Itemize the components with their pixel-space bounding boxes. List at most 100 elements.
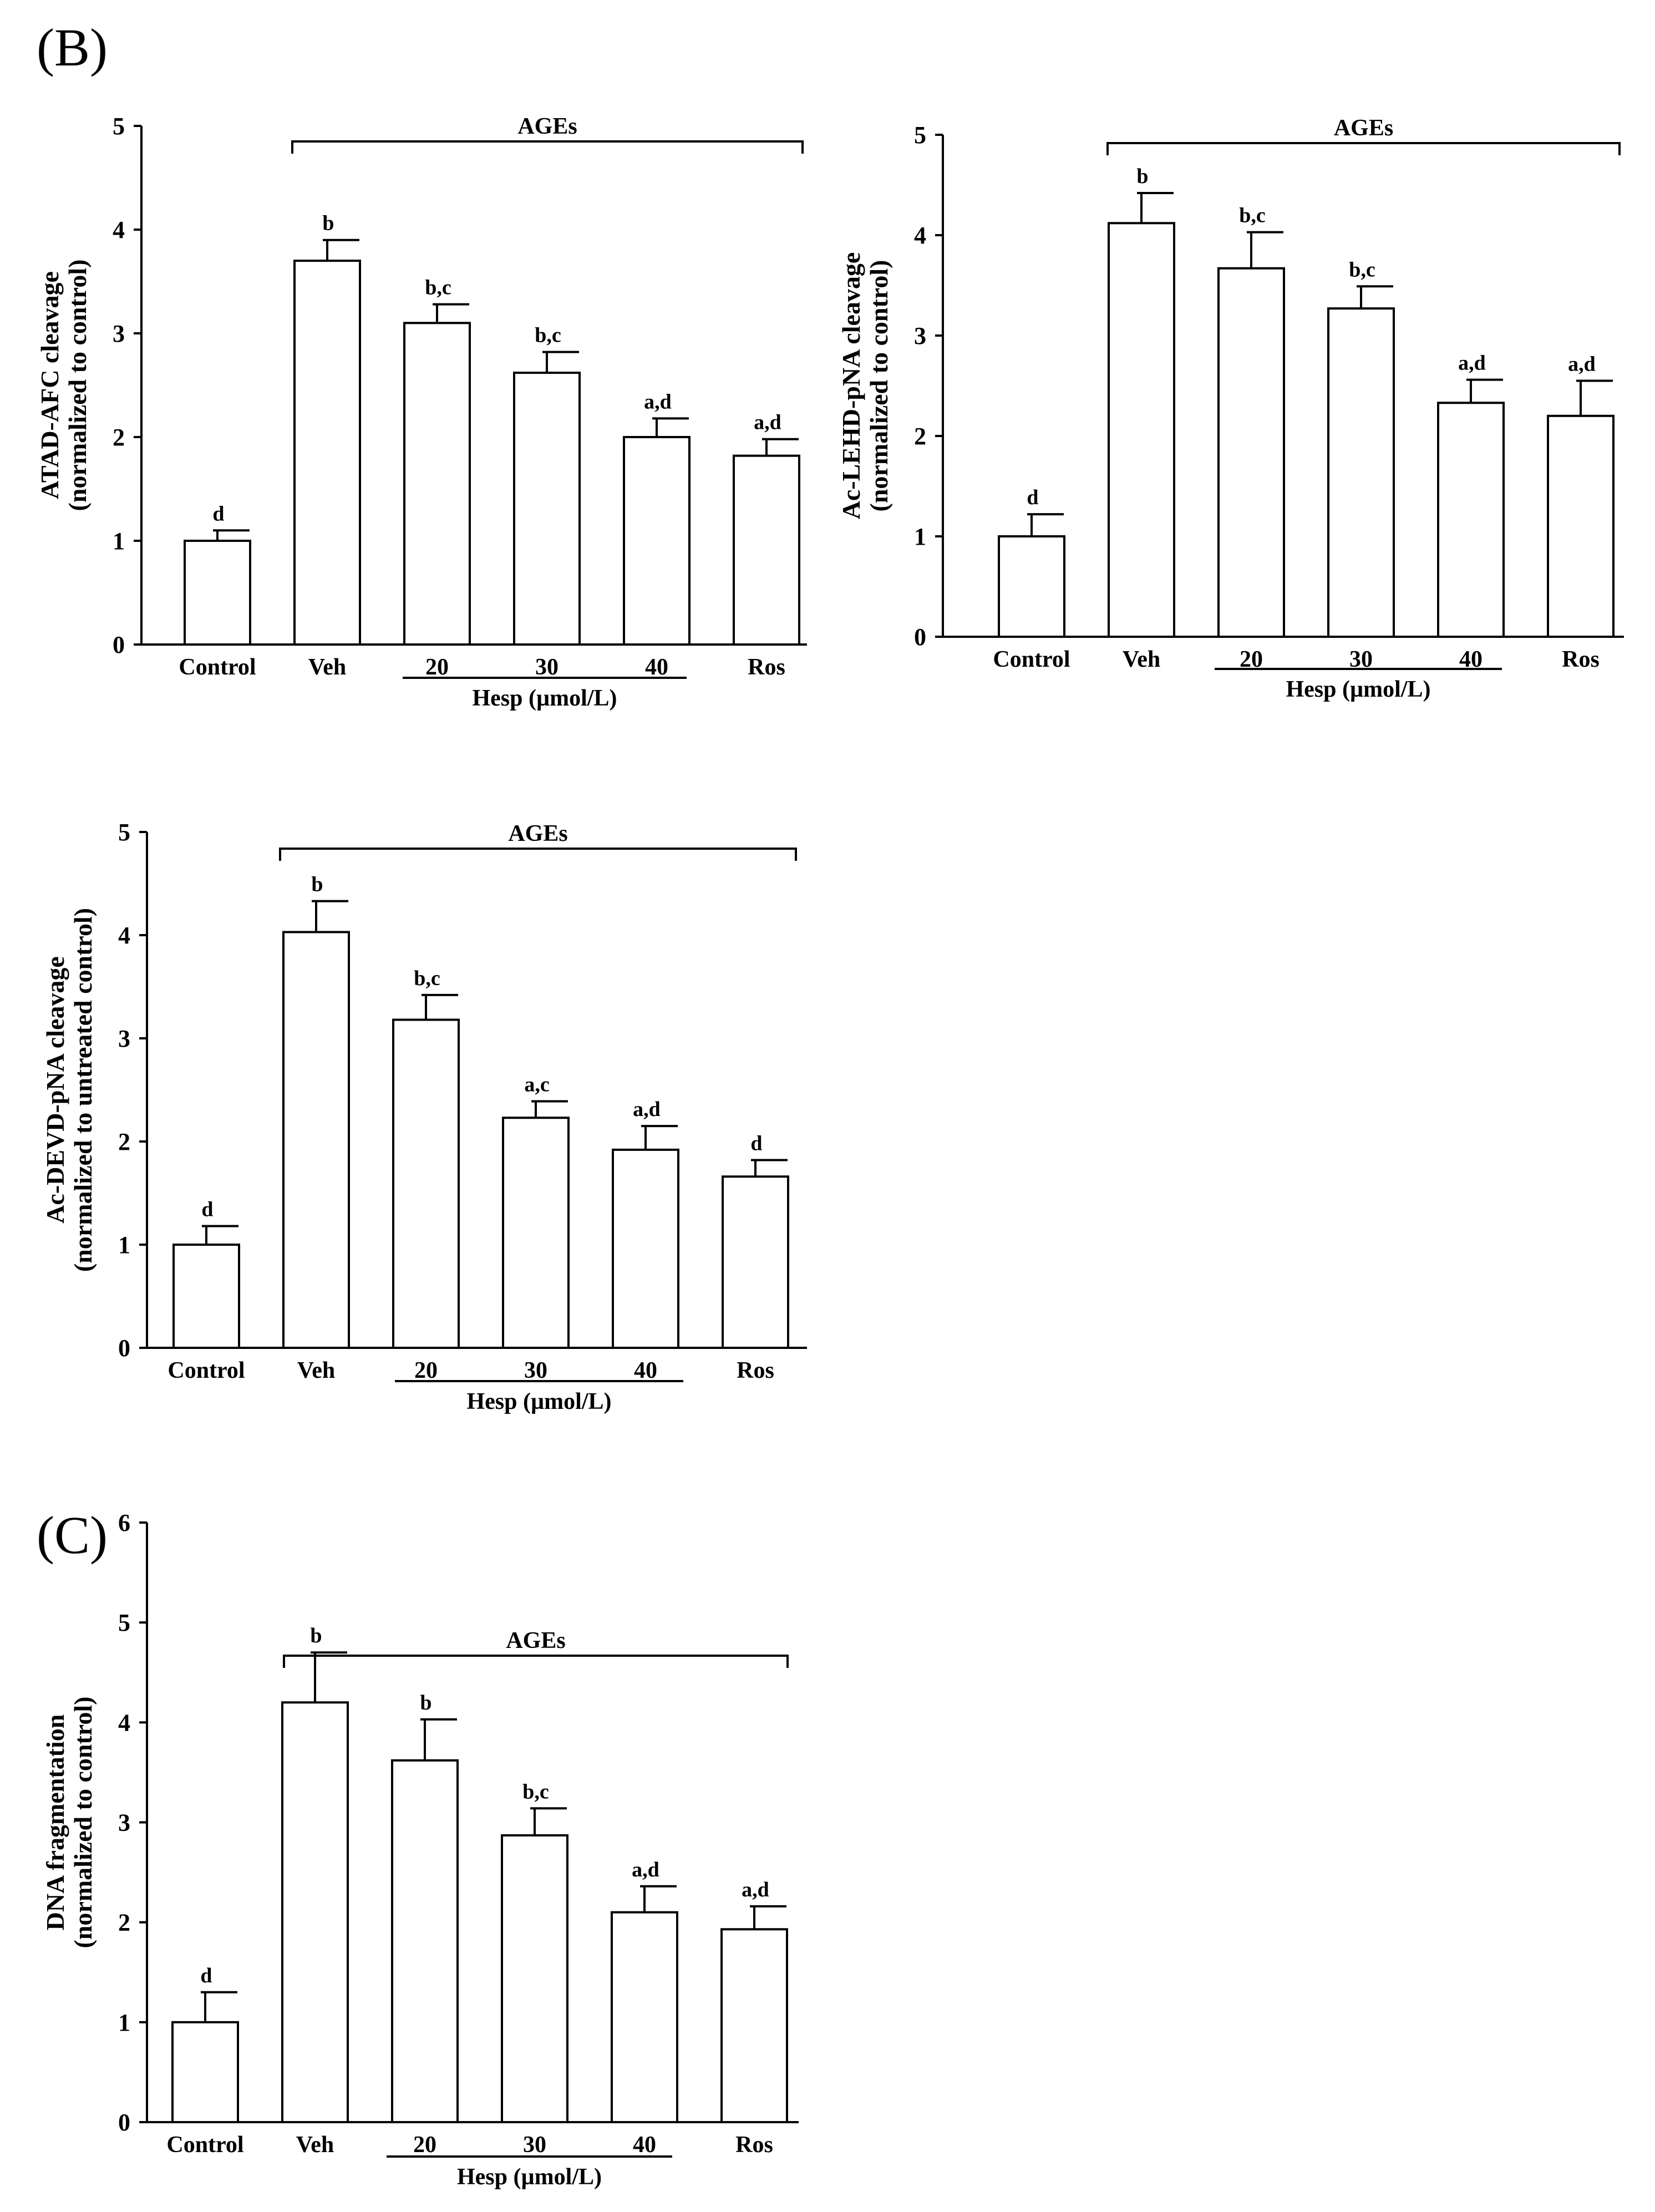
bar-veh — [293, 260, 361, 646]
hesp-label: Hesp (µmol/L) — [466, 1389, 611, 1414]
y-axis-subtitle: (normalized to untreated control) — [69, 908, 97, 1272]
bar-control — [171, 2021, 239, 2123]
bar-control — [184, 540, 251, 646]
y-tick-label: 3 — [118, 1809, 130, 1836]
category-label: Control — [167, 1358, 245, 1383]
y-tick-label: 5 — [118, 819, 130, 846]
significance-label: d — [1027, 486, 1038, 509]
bar-40 — [1437, 402, 1505, 638]
bar-veh — [282, 931, 350, 1349]
ages-bracket — [283, 1655, 789, 1668]
category-label: 20 — [425, 655, 449, 680]
y-tick-label: 5 — [113, 113, 125, 140]
bar-30 — [501, 1834, 568, 2123]
y-tick-label: 3 — [113, 320, 125, 347]
y-axis-subtitle: (normalized to control) — [63, 260, 92, 511]
y-tick-label: 3 — [914, 322, 926, 349]
category-label: Ros — [735, 2132, 773, 2158]
chart-ac-devd: 0 1 2 3 4 5 Ac-DEVD-pNA cleavage (normalized to… — [41, 819, 807, 1414]
bar-veh — [1108, 222, 1175, 638]
significance-label: b — [311, 873, 323, 896]
y-tick-label: 2 — [118, 1909, 130, 1936]
chart-atad-afc: 0 1 2 3 4 5 ATAD-AFC cleavage (normalized to co… — [35, 113, 807, 711]
significance-label: b,c — [1349, 258, 1375, 281]
significance-label: a,d — [644, 390, 672, 413]
bar-40 — [623, 436, 691, 646]
y-tick-label: 4 — [113, 216, 125, 243]
bar-30 — [513, 372, 581, 646]
bar-30 — [502, 1117, 570, 1349]
significance-label: d — [200, 1964, 212, 1987]
category-label: 40 — [633, 2132, 656, 2158]
hesp-label: Hesp (µmol/L) — [457, 2164, 602, 2190]
significance-label: d — [750, 1132, 762, 1155]
ages-bracket — [279, 848, 797, 861]
bar-20 — [403, 322, 471, 646]
ages-label: AGEs — [1334, 115, 1393, 141]
bar-control — [172, 1244, 240, 1349]
y-tick-label: 0 — [118, 2109, 130, 2136]
significance-label: a,d — [632, 1858, 659, 1881]
chart-dna-fragmentation: 0 1 2 3 4 5 6 DNA fragmentation (normalized to c… — [41, 1509, 799, 2190]
bar-20 — [391, 1759, 459, 2123]
y-tick-label: 2 — [118, 1128, 130, 1155]
significance-label: b — [420, 1691, 431, 1714]
significance-label: d — [201, 1198, 213, 1221]
bar-ros — [1547, 414, 1615, 638]
significance-label: b,c — [414, 967, 440, 990]
ages-bracket — [1106, 142, 1621, 155]
significance-label: b,c — [535, 324, 561, 347]
significance-label: d — [212, 502, 224, 525]
y-tick-label: 3 — [118, 1025, 130, 1052]
significance-label: b,c — [1239, 204, 1266, 227]
category-label: 20 — [414, 1358, 438, 1383]
category-label: Ros — [1562, 647, 1600, 672]
significance-label: b — [1136, 165, 1148, 188]
category-label: 20 — [413, 2132, 436, 2158]
y-tick-label: 6 — [118, 1509, 130, 1536]
bar-30 — [1327, 307, 1395, 638]
ages-label: AGEs — [517, 114, 577, 139]
bar-40 — [611, 1911, 678, 2123]
y-tick-label: 2 — [914, 423, 926, 450]
significance-label: a,d — [754, 411, 781, 434]
y-tick-label: 0 — [118, 1335, 130, 1362]
significance-label: a,d — [1568, 352, 1596, 376]
y-axis-subtitle: (normalized to control) — [69, 1697, 97, 1949]
hesp-label: Hesp (µmol/L) — [472, 686, 617, 711]
category-label: 30 — [523, 2132, 546, 2158]
category-label: 30 — [524, 1358, 547, 1383]
bar-control — [998, 535, 1065, 638]
y-tick-label: 1 — [118, 1231, 130, 1259]
y-tick-label: 1 — [113, 527, 125, 555]
y-tick-label: 0 — [914, 623, 926, 651]
y-axis-title: Ac-DEVD-pNA cleavage — [41, 956, 69, 1224]
panel-label-c: (C) — [37, 1505, 108, 1565]
category-label: Veh — [296, 2132, 334, 2158]
y-tick-label: 4 — [118, 922, 130, 949]
bar-20 — [392, 1018, 460, 1349]
significance-label: a,d — [633, 1098, 661, 1121]
y-tick-label: 1 — [118, 2009, 130, 2036]
hesp-label: Hesp (µmol/L) — [1286, 677, 1430, 702]
significance-label: a,d — [742, 1878, 769, 1901]
category-label: 40 — [645, 655, 668, 680]
panel-label-b: (B) — [37, 18, 108, 77]
bar-veh — [281, 1701, 349, 2124]
chart-ac-lehd: 0 1 2 3 4 5 Ac-LEHD-pNA cleavage (normalized to… — [837, 115, 1624, 702]
significance-label: b,c — [425, 276, 451, 300]
significance-label: a,c — [524, 1073, 549, 1096]
y-tick-label: 4 — [914, 222, 926, 249]
y-tick-label: 5 — [914, 121, 926, 149]
y-axis-title: DNA fragmentation — [41, 1714, 69, 1931]
category-label: Veh — [297, 1358, 335, 1383]
y-tick-label: 4 — [118, 1709, 130, 1736]
bar-ros — [733, 454, 800, 646]
significance-label: b — [310, 1624, 322, 1647]
category-label: Veh — [308, 655, 346, 680]
y-tick-label: 0 — [113, 631, 125, 658]
category-label: Control — [179, 655, 256, 680]
bar-ros — [720, 1928, 788, 2123]
ages-label: AGEs — [506, 1628, 565, 1653]
bar-ros — [722, 1175, 789, 1349]
